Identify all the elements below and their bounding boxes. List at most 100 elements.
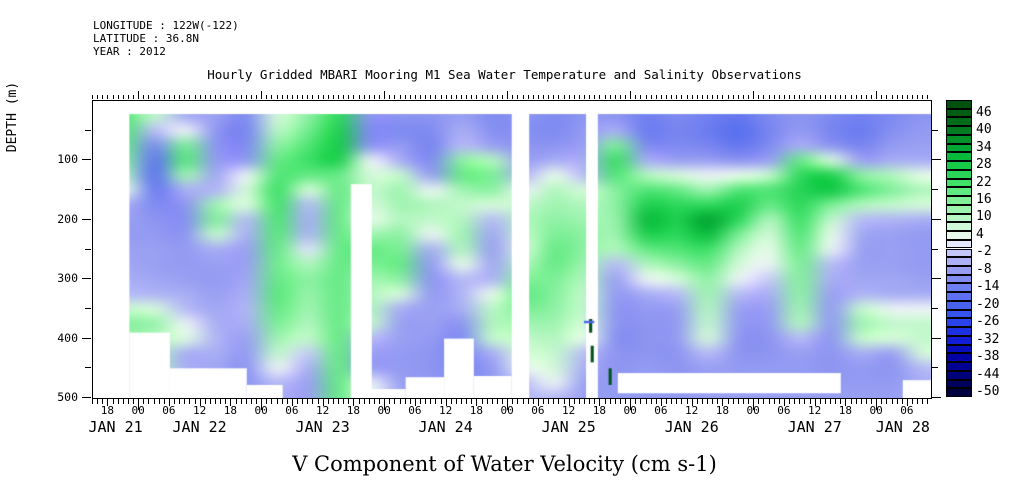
x-axis-tick <box>276 399 278 404</box>
x-axis-tick <box>553 399 555 404</box>
x-axis-tick-top <box>240 95 242 99</box>
x-axis-tick-top <box>373 95 375 99</box>
x-axis-tick-top <box>302 95 304 99</box>
y-axis-tick <box>82 278 91 280</box>
x-axis-tick-top <box>363 95 365 99</box>
x-axis-tick <box>199 399 201 406</box>
x-axis-tick <box>886 399 888 404</box>
x-axis-tick <box>707 399 709 404</box>
x-axis-tick <box>917 399 919 404</box>
colorbar-cell <box>946 100 972 109</box>
x-axis-tick-top <box>722 95 724 99</box>
x-axis-tick <box>194 399 196 404</box>
x-axis-tick <box>435 399 437 404</box>
x-axis-tick <box>127 399 129 404</box>
colorbar-cell <box>946 204 972 214</box>
x-axis-tick <box>830 399 832 404</box>
x-day-label: JAN 26 <box>664 418 719 436</box>
x-axis-tick <box>97 399 99 404</box>
x-axis-tick-top <box>835 95 837 99</box>
x-axis-tick <box>548 399 550 404</box>
x-hour-label: 06 <box>531 404 545 417</box>
x-axis-tick-top <box>204 95 206 99</box>
colorbar-cell <box>946 370 972 380</box>
x-axis-tick-top <box>235 95 237 99</box>
x-axis-tick-top <box>168 95 170 99</box>
x-axis-tick-top <box>471 95 473 99</box>
x-axis-tick <box>789 399 791 404</box>
x-axis-tick <box>645 399 647 404</box>
x-axis-tick-top <box>912 95 914 99</box>
y-axis-tick-right <box>932 129 938 131</box>
y-axis-label: 500 <box>57 390 78 404</box>
x-axis-tick <box>896 399 898 404</box>
x-axis-tick-top <box>778 95 780 99</box>
y-axis-tick-right <box>932 248 938 250</box>
y-axis-label: 400 <box>57 330 78 345</box>
chart-title: Hourly Gridded MBARI Mooring M1 Sea Wate… <box>207 67 802 82</box>
colorbar-cell <box>946 117 972 127</box>
x-axis-tick-top <box>507 91 509 99</box>
heatmap-canvas <box>93 101 931 398</box>
x-axis-tick <box>317 399 319 404</box>
x-axis-tick <box>650 399 652 404</box>
variable-caption: V Component of Water Velocity (cm s-1) <box>292 452 717 476</box>
x-axis-tick <box>860 399 862 404</box>
x-hour-label: 18 <box>592 404 607 417</box>
x-hour-label: 00 <box>869 404 883 417</box>
x-axis-tick-top <box>102 95 104 99</box>
y-axis-tick <box>85 248 91 250</box>
x-axis-tick <box>722 399 724 406</box>
x-axis-tick-top <box>148 95 150 99</box>
x-axis-tick-top <box>732 95 734 99</box>
x-hour-label: 18 <box>223 404 237 417</box>
x-axis-tick-top <box>707 95 709 99</box>
x-axis-tick <box>389 399 391 404</box>
x-axis-tick <box>476 399 478 406</box>
x-axis-tick-top <box>250 95 252 99</box>
x-axis-tick <box>927 399 929 404</box>
x-axis-tick <box>773 399 775 404</box>
x-axis-tick <box>307 399 309 404</box>
colorbar-label: -8 <box>976 261 992 277</box>
colorbar <box>946 100 972 397</box>
x-axis-tick-top <box>758 95 760 99</box>
y-axis-tick <box>85 189 91 191</box>
x-axis-tick-top <box>184 95 186 99</box>
x-axis-tick-top <box>122 95 124 99</box>
x-axis-tick <box>799 399 801 404</box>
x-axis-tick <box>368 399 370 404</box>
x-axis-tick-top <box>332 95 334 99</box>
x-axis-tick-top <box>230 95 232 99</box>
x-axis-tick <box>517 399 519 404</box>
x-axis-tick <box>148 399 150 404</box>
x-axis-tick <box>102 399 104 404</box>
x-axis-tick <box>742 399 744 404</box>
x-axis-tick-top <box>609 95 611 99</box>
x-axis-tick <box>522 399 524 404</box>
x-axis-tick-top <box>886 95 888 99</box>
x-axis-tick <box>512 399 514 404</box>
x-axis-tick-top <box>502 95 504 99</box>
x-axis-tick <box>630 399 632 410</box>
x-axis-tick-top <box>189 95 191 99</box>
x-axis-tick <box>543 399 545 404</box>
colorbar-cell <box>946 196 972 205</box>
x-axis-tick-top <box>209 95 211 99</box>
x-axis-tick <box>712 399 714 404</box>
x-axis-tick-top <box>558 95 560 99</box>
colorbar-cell <box>946 292 972 301</box>
x-axis-tick <box>445 399 447 406</box>
x-axis-tick <box>133 399 134 404</box>
x-axis-tick-top <box>420 95 422 99</box>
x-axis-tick <box>691 399 693 406</box>
x-axis-tick-top <box>517 95 519 99</box>
x-axis-tick-top <box>297 95 298 99</box>
y-axis-tick <box>82 397 91 398</box>
y-axis-label: 100 <box>57 152 78 167</box>
x-axis-tick-top <box>312 95 314 99</box>
x-axis-tick <box>568 399 570 406</box>
x-axis-tick-top <box>322 95 324 99</box>
colorbar-label: -2 <box>976 244 992 260</box>
y-axis-tick <box>82 159 91 161</box>
